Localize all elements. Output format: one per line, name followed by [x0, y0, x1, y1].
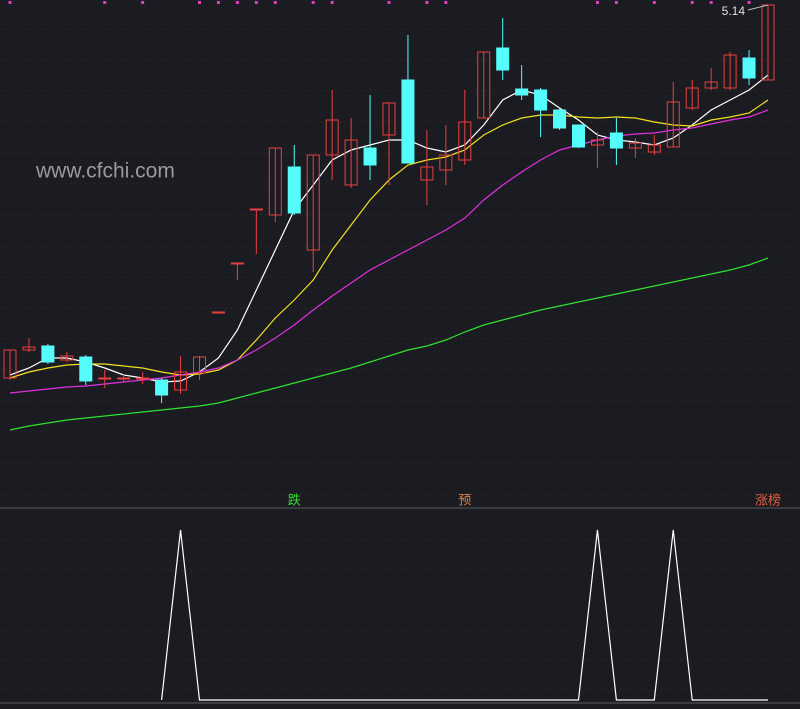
candle-body — [553, 109, 567, 129]
dot-marker — [614, 1, 618, 4]
dot-marker — [198, 1, 201, 4]
candle-body — [211, 311, 225, 314]
candle-body — [420, 166, 434, 181]
dot-marker — [141, 1, 145, 4]
dot-marker — [330, 1, 334, 4]
dot-marker — [235, 1, 239, 4]
dot-marker — [652, 1, 656, 4]
candle-body — [363, 147, 377, 166]
candle-body — [590, 139, 604, 146]
candle-body — [382, 102, 396, 136]
candle-body — [704, 81, 718, 89]
dot-marker — [8, 1, 12, 4]
indicator-line — [161, 529, 768, 701]
candle-body — [230, 262, 244, 265]
candle-body — [79, 356, 93, 382]
signal-label: 跌 — [288, 492, 301, 507]
candle-body — [22, 346, 36, 351]
signal-label: 涨榜 — [755, 492, 781, 507]
candle-body — [609, 132, 623, 149]
dot-marker — [311, 1, 315, 4]
dot-marker — [690, 1, 694, 4]
candle-body — [117, 377, 131, 380]
candle-body — [401, 79, 415, 164]
candle-body — [742, 57, 756, 79]
signal-label: 预 — [458, 492, 471, 507]
candle-body — [98, 377, 112, 380]
candle-body — [515, 88, 529, 96]
candle-body — [60, 355, 74, 361]
candle-body — [193, 356, 206, 374]
dot-marker — [216, 1, 220, 4]
candle-body — [174, 371, 188, 391]
candle-body — [3, 349, 17, 379]
max-arrow — [747, 4, 769, 11]
candle-body — [287, 166, 301, 214]
candle-body — [268, 147, 282, 216]
dot-marker — [273, 1, 277, 4]
dot-marker — [444, 1, 448, 4]
ma-line — [9, 257, 769, 431]
candle-body — [41, 345, 55, 363]
candle-body — [439, 154, 453, 171]
dot-marker — [103, 1, 107, 4]
dot-marker — [595, 1, 599, 4]
dot-marker — [254, 1, 258, 4]
candle-body — [325, 119, 339, 156]
candle-body — [572, 124, 585, 148]
candle-body — [666, 101, 680, 148]
candle-body — [477, 51, 491, 119]
dot-marker — [387, 1, 391, 4]
candle-body — [155, 379, 169, 396]
candle-body — [534, 89, 548, 111]
dot-marker — [709, 1, 713, 4]
watermark: www.cfchi.com — [35, 160, 175, 183]
candle-body — [136, 377, 150, 380]
grid — [0, 28, 800, 691]
candle-body — [628, 142, 642, 149]
candle-body — [344, 139, 358, 186]
candle-body — [306, 154, 320, 251]
candle-body — [647, 144, 661, 153]
dot-marker — [425, 1, 429, 4]
ma-line — [9, 109, 769, 394]
candle-body — [458, 121, 472, 161]
candle-body — [249, 208, 263, 211]
candle-body — [723, 54, 737, 89]
max-label: 5.14 — [722, 4, 746, 18]
candle-body — [496, 47, 510, 71]
dot-marker — [747, 1, 751, 4]
candle-body — [685, 87, 699, 109]
